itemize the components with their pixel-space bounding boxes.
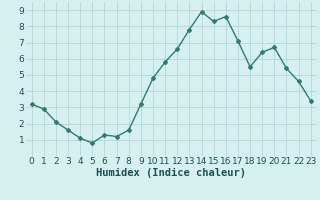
X-axis label: Humidex (Indice chaleur): Humidex (Indice chaleur) <box>96 168 246 178</box>
